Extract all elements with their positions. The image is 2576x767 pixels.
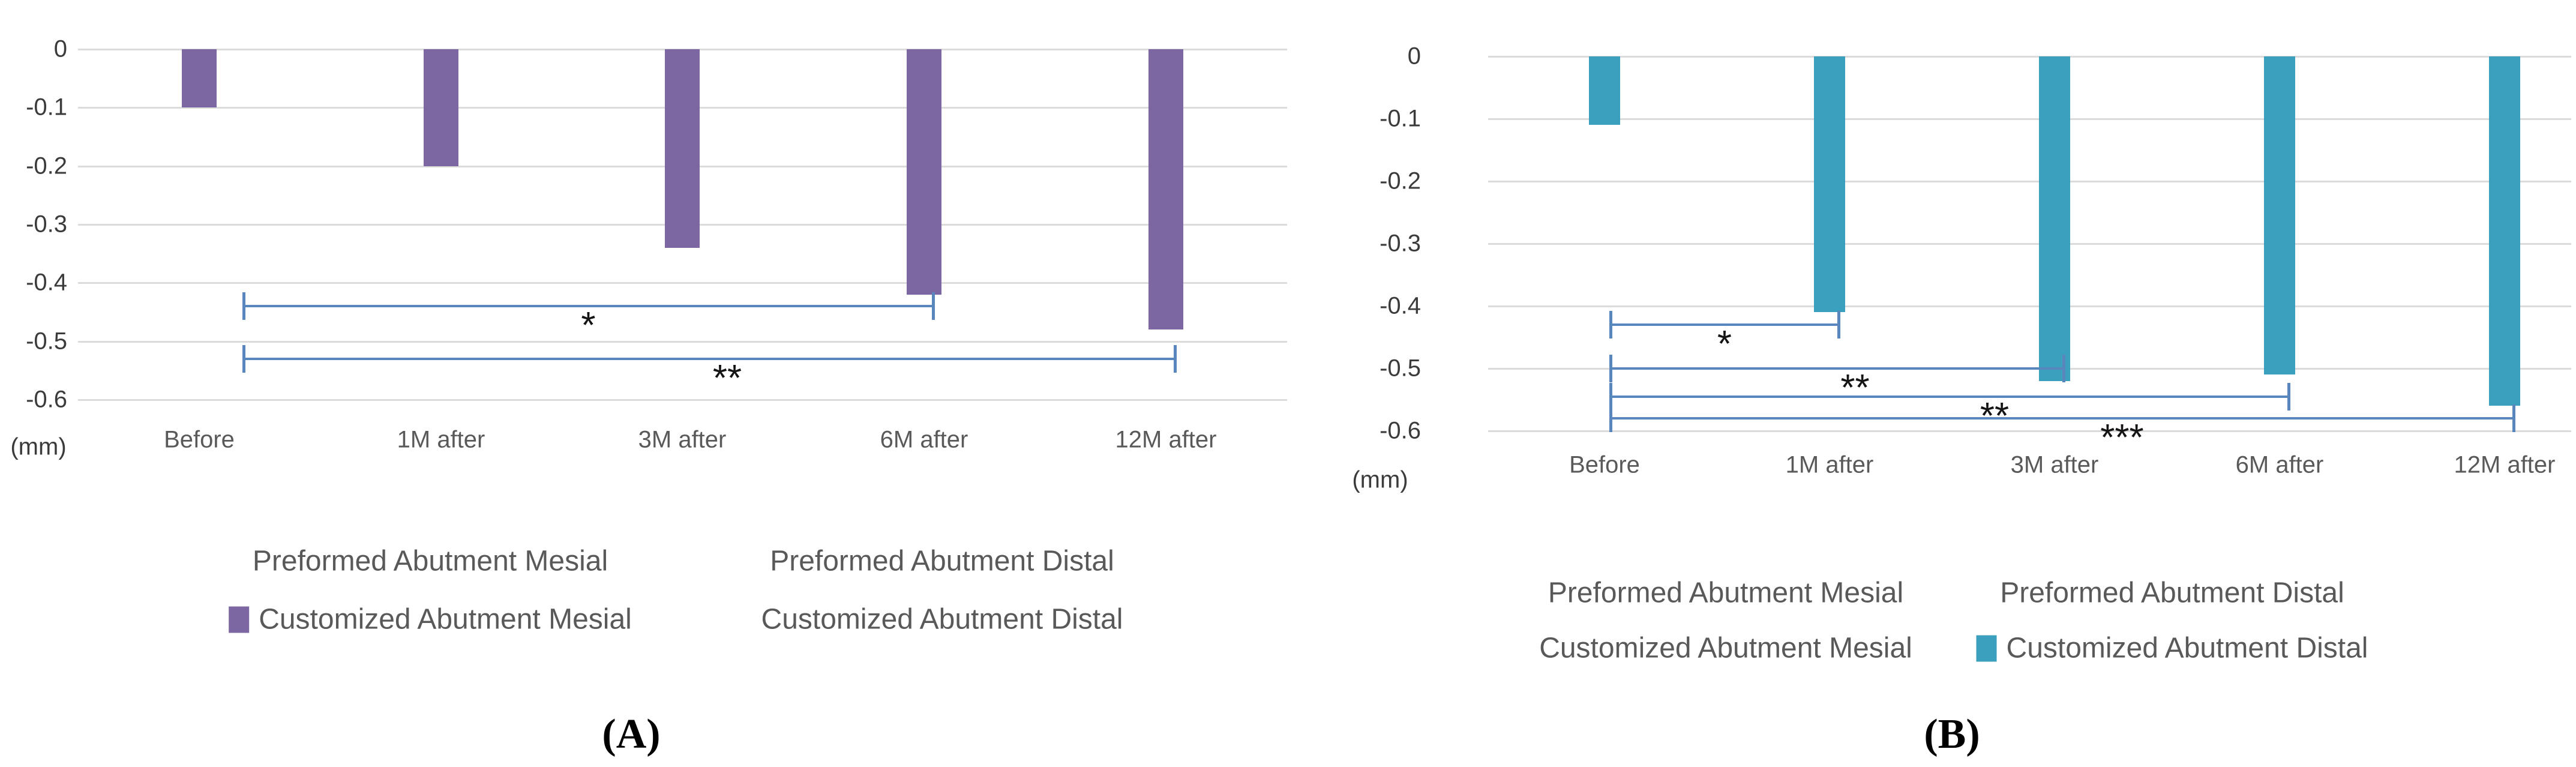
x-axis-category-label: Before: [164, 426, 235, 453]
legend-label: Customized Abutment Distal: [761, 603, 1123, 636]
significance-bracket-end-tick: [932, 292, 935, 320]
y-axis-tick-label: 0: [53, 35, 67, 62]
y-axis-tick-label: -0.3: [1380, 230, 1421, 257]
gridline: [1488, 118, 2571, 120]
significance-stars: *: [581, 305, 596, 347]
x-axis-category-label: 3M after: [2010, 451, 2099, 478]
significance-bracket-end-tick: [2512, 405, 2515, 433]
significance-stars: **: [1840, 367, 1870, 409]
significance-bracket-end-tick: [1609, 382, 1612, 411]
significance-stars: **: [712, 357, 742, 399]
significance-bracket-line: [244, 357, 1175, 360]
x-axis-category-label: 6M after: [2235, 451, 2324, 478]
legend-label: Customized Abutment Mesial: [1539, 632, 1912, 664]
significance-bracket-line: [1611, 323, 1839, 326]
gridline: [78, 282, 1287, 284]
bar-1m-after: [1814, 56, 1845, 313]
significance-bracket-end-tick: [1837, 311, 1840, 339]
significance-bracket-line: [244, 305, 933, 308]
significance-bracket-end-tick: [242, 292, 245, 320]
significance-bracket-end-tick: [2062, 355, 2065, 382]
bar-12m-after: [2489, 56, 2520, 406]
bar-6m-after: [907, 49, 941, 295]
significance-bracket-end-tick: [2287, 382, 2290, 411]
legend-entry: Customized Abutment Distal: [1976, 632, 2368, 665]
legend-label: Customized Abutment Mesial: [259, 603, 632, 636]
legend-entry: Preformed Abutment Distal: [2000, 577, 2344, 610]
significance-bracket-end-tick: [1609, 311, 1612, 339]
y-axis-tick-label: -0.1: [26, 94, 67, 121]
significance-bracket-end-tick: [242, 344, 245, 373]
gridline: [78, 399, 1287, 401]
gridline: [1488, 56, 2571, 58]
significance-bracket-end-tick: [1609, 355, 1612, 382]
x-axis-category-label: 1M after: [1785, 451, 1874, 478]
bar-before: [182, 49, 217, 108]
bar-1m-after: [424, 49, 458, 166]
legend-swatch: [229, 606, 250, 633]
bar-before: [1589, 56, 1620, 125]
y-axis-tick-label: -0.2: [1380, 167, 1421, 194]
legend-label: Customized Abutment Distal: [2006, 632, 2368, 664]
significance-bracket-line: [1611, 367, 2064, 370]
significance-bracket-line: [1611, 417, 2514, 420]
bar-3m-after: [665, 49, 700, 248]
significance-bracket-line: [1611, 395, 2289, 398]
x-axis-category-label: 6M after: [880, 426, 968, 453]
legend-label: Preformed Abutment Distal: [2000, 577, 2344, 609]
bar-6m-after: [2264, 56, 2295, 375]
legend-entry: Preformed Abutment Mesial: [253, 545, 608, 578]
gridline: [1488, 430, 2571, 432]
gridline: [1488, 181, 2571, 182]
legend-label: Preformed Abutment Mesial: [1548, 577, 1904, 609]
legend-label: Preformed Abutment Mesial: [252, 545, 608, 577]
gridline: [78, 340, 1287, 343]
bar-12m-after: [1148, 49, 1183, 330]
gridline: [1488, 243, 2571, 245]
significance-stars: *: [1717, 323, 1732, 365]
chart-caption-a: (A): [602, 711, 661, 757]
y-axis-tick-label: -0.2: [26, 152, 67, 179]
x-axis-category-label: 12M after: [1115, 426, 1217, 453]
y-axis-tick-label: -0.1: [1380, 105, 1421, 132]
y-axis-tick-label: -0.4: [26, 269, 67, 296]
x-axis-category-label: 12M after: [2454, 451, 2556, 478]
y-axis-unit-label: (mm): [1352, 466, 1408, 493]
significance-bracket-end-tick: [1174, 344, 1177, 373]
legend-entry: Preformed Abutment Distal: [770, 545, 1114, 578]
y-axis-tick-label: -0.6: [1380, 417, 1421, 444]
significance-stars: ***: [2100, 417, 2144, 459]
legend-entry: Preformed Abutment Mesial: [1548, 577, 1903, 610]
y-axis-tick-label: -0.5: [1380, 355, 1421, 382]
y-axis-unit-label: (mm): [10, 433, 67, 460]
y-axis-tick-label: 0: [1407, 43, 1421, 70]
x-axis-category-label: 3M after: [638, 426, 727, 453]
y-axis-tick-label: -0.4: [1380, 292, 1421, 319]
y-axis-tick-label: -0.3: [26, 211, 67, 238]
legend-label: Preformed Abutment Distal: [770, 545, 1114, 577]
gridline: [1488, 305, 2571, 307]
significance-stars: **: [1980, 395, 2010, 437]
y-axis-tick-label: -0.5: [26, 328, 67, 354]
x-axis-category-label: 1M after: [397, 426, 485, 453]
y-axis-tick-label: -0.6: [26, 386, 67, 413]
significance-bracket-end-tick: [1609, 405, 1612, 433]
chart-caption-b: (B): [1924, 711, 1980, 757]
legend-entry: Customized Abutment Mesial: [1539, 632, 1912, 665]
bar-3m-after: [2039, 56, 2070, 381]
legend-swatch: [1976, 635, 1997, 661]
legend-entry: Customized Abutment Mesial: [229, 603, 632, 636]
legend-entry: Customized Abutment Distal: [761, 603, 1123, 636]
x-axis-category-label: Before: [1569, 451, 1640, 478]
